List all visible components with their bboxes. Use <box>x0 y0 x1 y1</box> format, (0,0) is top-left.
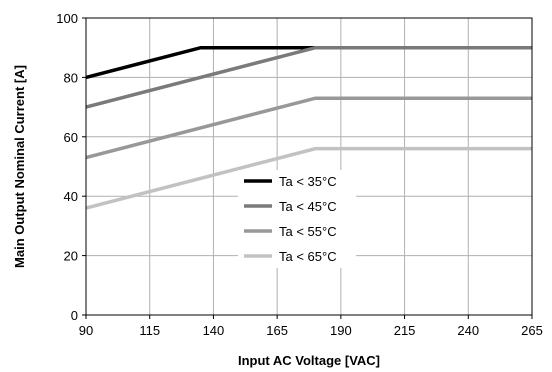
x-axis-title: Input AC Voltage [VAC] <box>238 353 380 368</box>
series-line-3 <box>85 96 532 160</box>
series-line-2 <box>85 45 532 109</box>
series-line-4 <box>85 146 532 210</box>
legend-label: Ta < 55°C <box>279 224 337 239</box>
x-tick-label: 240 <box>457 323 479 338</box>
x-tick-label: 190 <box>330 323 352 338</box>
legend-label: Ta < 35°C <box>279 174 337 189</box>
y-tick-label: 80 <box>64 70 78 85</box>
x-tick-label: 140 <box>203 323 225 338</box>
x-tick-label: 265 <box>521 323 543 338</box>
grid-lines <box>85 17 533 316</box>
series-line-1 <box>85 45 532 80</box>
legend-box <box>238 170 356 268</box>
y-tick-label: 20 <box>64 249 78 264</box>
y-axis-ticks: 0 20 40 60 80 100 <box>56 11 86 323</box>
x-tick-label: 90 <box>79 323 93 338</box>
legend-label: Ta < 45°C <box>279 199 337 214</box>
x-tick-label: 215 <box>394 323 416 338</box>
x-tick-label: 115 <box>139 323 160 338</box>
y-tick-label: 40 <box>64 189 78 204</box>
legend: Ta < 35°C Ta < 45°C Ta < 55°C Ta < 65°C <box>238 170 356 268</box>
y-axis-title: Main Output Nominal Current [A] <box>12 65 27 268</box>
y-tick-label: 60 <box>64 130 78 145</box>
x-tick-label: 165 <box>266 323 288 338</box>
plot-area-frame <box>85 17 533 316</box>
x-axis-ticks: 90 115 140 165 190 215 240 265 <box>79 315 543 338</box>
legend-label: Ta < 65°C <box>279 249 337 264</box>
y-tick-label: 0 <box>71 308 78 323</box>
series-lines <box>85 45 532 210</box>
y-tick-label: 100 <box>56 11 78 26</box>
